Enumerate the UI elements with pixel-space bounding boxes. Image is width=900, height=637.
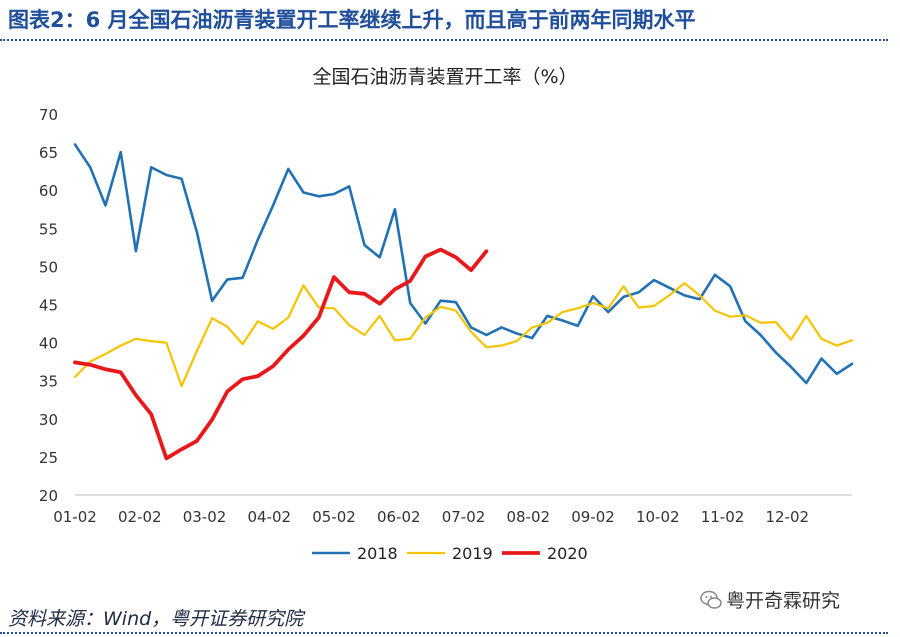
y-tick-label: 50 bbox=[39, 258, 58, 276]
series-lines bbox=[73, 143, 854, 461]
figure-title: 图表2：6 月全国石油沥青装置开工率继续上升，而且高于前两年同期水平 bbox=[8, 8, 696, 32]
series-line-2019 bbox=[73, 282, 854, 388]
x-tick-label: 06-02 bbox=[377, 508, 421, 526]
axes: 20 25 30 35 40 45 50 55 60 65 70 01-02 02-02 03-02 04-… bbox=[39, 106, 852, 526]
x-tick-label: 01-02 bbox=[53, 508, 97, 526]
y-tick-label: 30 bbox=[39, 411, 58, 429]
x-tick-label: 10-02 bbox=[636, 508, 680, 526]
y-tick-label: 55 bbox=[39, 220, 58, 238]
x-tick-label: 08-02 bbox=[506, 508, 550, 526]
y-tick-label: 60 bbox=[39, 182, 58, 200]
x-tick-label: 05-02 bbox=[312, 508, 356, 526]
x-tick-label: 07-02 bbox=[442, 508, 486, 526]
legend: 2018 2019 2020 bbox=[312, 544, 588, 563]
x-tick-label: 02-02 bbox=[118, 508, 162, 526]
legend-label-2020: 2020 bbox=[547, 544, 588, 563]
x-tick-label: 12-02 bbox=[765, 508, 809, 526]
watermark-text: 粤开奇霖研究 bbox=[726, 590, 841, 612]
series-line-2018 bbox=[73, 143, 854, 385]
x-tick-label: 09-02 bbox=[571, 508, 615, 526]
y-tick-label: 40 bbox=[39, 335, 58, 353]
x-tick-label: 03-02 bbox=[183, 508, 227, 526]
y-tick-label: 20 bbox=[39, 487, 58, 505]
legend-label-2019: 2019 bbox=[452, 544, 493, 563]
series-line-2020 bbox=[73, 247, 489, 461]
source-note: 资料来源：Wind，粤开证券研究院 bbox=[8, 608, 304, 630]
chart-title: 全国石油沥青装置开工率（%） bbox=[312, 66, 577, 88]
legend-label-2018: 2018 bbox=[357, 544, 398, 563]
wechat-icon bbox=[700, 589, 722, 611]
watermark: 粤开奇霖研究 bbox=[700, 586, 840, 613]
y-tick-label: 65 bbox=[39, 144, 58, 162]
title-divider bbox=[0, 39, 888, 41]
y-tick-label: 35 bbox=[39, 373, 58, 391]
y-tick-label: 25 bbox=[39, 449, 58, 467]
y-tick-label: 70 bbox=[39, 106, 58, 124]
bottom-divider bbox=[0, 632, 888, 634]
x-tick-label: 04-02 bbox=[247, 508, 291, 526]
y-tick-label: 45 bbox=[39, 297, 58, 315]
line-chart: 全国石油沥青装置开工率（%） 20 25 30 35 40 45 50 55 60 65 70 01-… bbox=[39, 66, 854, 563]
x-tick-label: 11-02 bbox=[701, 508, 745, 526]
